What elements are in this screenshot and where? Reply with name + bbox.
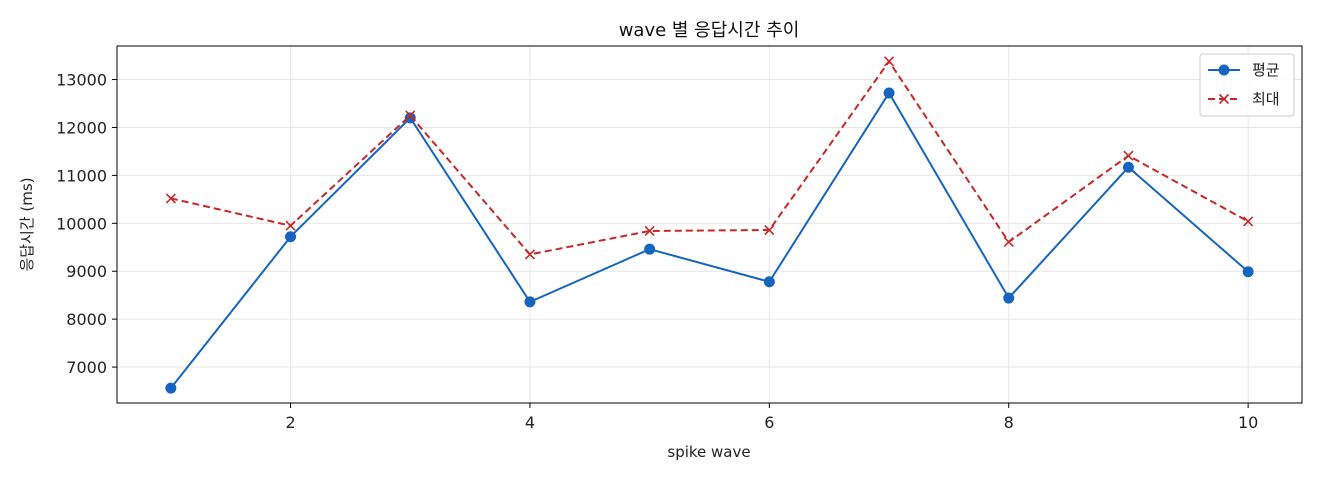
y-tick-label: 9000 xyxy=(66,262,107,281)
legend-box xyxy=(1199,53,1295,117)
series-2-point xyxy=(644,225,655,237)
series-1-point xyxy=(1242,266,1254,278)
y-tick-label: 12000 xyxy=(56,118,107,137)
series-2-point xyxy=(883,56,895,67)
series-2-point xyxy=(285,220,296,231)
y-tick-label: 10000 xyxy=(56,214,107,233)
series-2-point xyxy=(165,193,176,204)
series-2-point xyxy=(1003,236,1014,248)
legend-label-1: 평균 xyxy=(1252,61,1280,79)
x-axis-label: spike wave xyxy=(667,443,750,461)
x-tick-label: 6 xyxy=(764,413,774,432)
series-1-point xyxy=(165,382,177,394)
grid xyxy=(117,46,1302,403)
series-1-point xyxy=(763,276,775,288)
series-1-point xyxy=(1003,292,1015,304)
series-2-point xyxy=(405,110,416,121)
series-2-point xyxy=(524,249,536,260)
x-tick-label: 8 xyxy=(1004,413,1014,432)
series-1-point xyxy=(1122,161,1134,173)
y-tick-label: 8000 xyxy=(66,310,107,329)
y-axis-label: 응답시간 (ms) xyxy=(18,177,36,271)
legend-marker-1 xyxy=(1218,64,1230,76)
x-tick-label: 4 xyxy=(525,413,535,432)
series-1-point xyxy=(644,243,656,255)
axis-ticks: 2 4 6 8 10 7000 8000 9000 10000 11000 12000 13000 xyxy=(56,71,1258,432)
series-line-2 xyxy=(170,60,1249,256)
series-2-point xyxy=(1123,150,1134,161)
x-tick-label: 10 xyxy=(1238,413,1258,432)
legend-label-2: 최대 xyxy=(1252,90,1280,108)
series-layer xyxy=(165,56,1254,394)
series-1-point xyxy=(524,296,536,308)
legend-marker-2 xyxy=(1218,93,1230,105)
series-line-1 xyxy=(170,91,1249,389)
y-tick-label: 13000 xyxy=(56,71,107,90)
series-2-point xyxy=(764,224,775,236)
series-1-point xyxy=(285,231,297,243)
series-2-point xyxy=(1243,216,1254,227)
chart-title: wave 별 응답시간 추이 xyxy=(619,20,800,41)
y-tick-label: 11000 xyxy=(56,166,107,185)
series-1-point xyxy=(883,87,895,99)
x-tick-label: 2 xyxy=(285,413,295,432)
series-1-point xyxy=(404,112,416,124)
plot-area-frame xyxy=(116,45,1303,404)
y-tick-label: 7000 xyxy=(66,358,107,377)
